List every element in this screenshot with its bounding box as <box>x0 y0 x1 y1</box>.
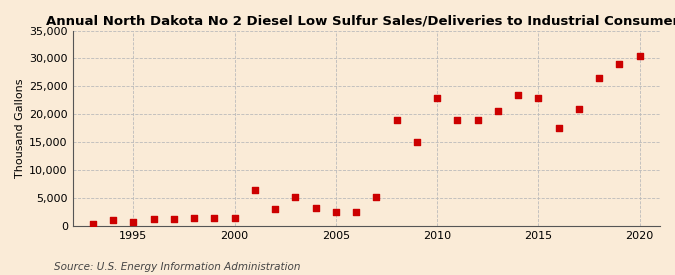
Y-axis label: Thousand Gallons: Thousand Gallons <box>15 78 25 178</box>
Point <box>128 220 139 224</box>
Point <box>189 215 200 220</box>
Point <box>392 118 402 122</box>
Point <box>270 207 281 211</box>
Point <box>310 206 321 210</box>
Point <box>290 195 301 199</box>
Point <box>472 118 483 122</box>
Point <box>371 195 382 200</box>
Point <box>230 215 240 220</box>
Point <box>250 188 261 192</box>
Point <box>148 217 159 221</box>
Point <box>614 62 625 66</box>
Point <box>513 92 524 97</box>
Point <box>412 140 423 144</box>
Point <box>88 221 99 226</box>
Point <box>169 216 180 221</box>
Point <box>331 210 342 215</box>
Text: Source: U.S. Energy Information Administration: Source: U.S. Energy Information Administ… <box>54 262 300 272</box>
Point <box>574 106 585 111</box>
Point <box>209 216 220 220</box>
Title: Annual North Dakota No 2 Diesel Low Sulfur Sales/Deliveries to Industrial Consum: Annual North Dakota No 2 Diesel Low Sulf… <box>46 15 675 28</box>
Point <box>452 118 463 122</box>
Point <box>554 126 564 130</box>
Point <box>493 109 504 114</box>
Point <box>594 76 605 80</box>
Point <box>432 95 443 100</box>
Point <box>533 95 544 100</box>
Point <box>351 210 362 215</box>
Point <box>108 218 119 222</box>
Point <box>634 53 645 58</box>
